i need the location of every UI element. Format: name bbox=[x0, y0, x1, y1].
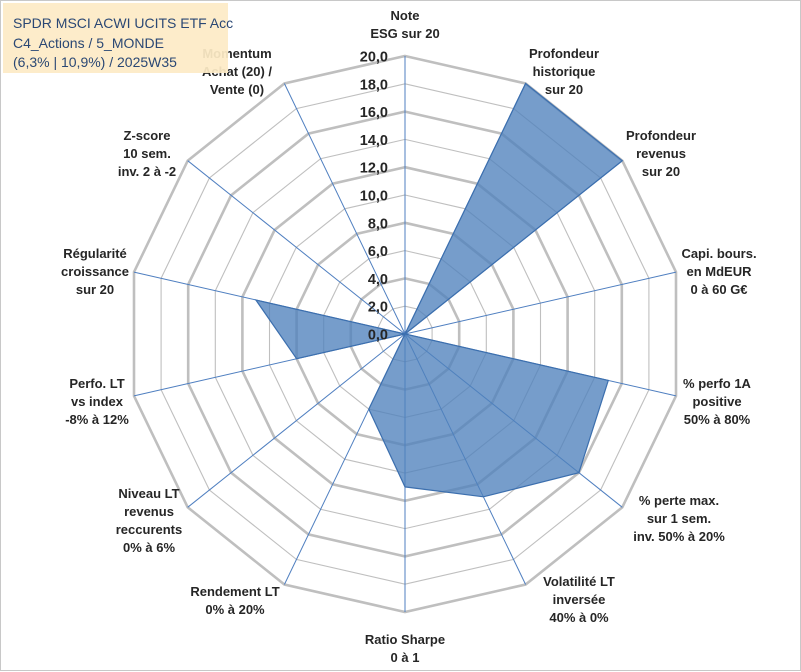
axis-label-line: ESG sur 20 bbox=[370, 26, 439, 41]
axis-label-line: sur 20 bbox=[642, 164, 680, 179]
axis-label-line: historique bbox=[533, 64, 596, 79]
axis-label-line: Niveau LT bbox=[118, 486, 179, 501]
r-tick-label: 20,0 bbox=[360, 50, 388, 66]
axis-label-line: Régularité bbox=[63, 246, 127, 261]
axis-label-line: sur 1 sem. bbox=[647, 511, 711, 526]
r-tick-label: 12,0 bbox=[360, 161, 388, 177]
axis-label-line: Perfo. LT bbox=[69, 376, 124, 391]
axis-label: Perfo. LT vs index -8% à 12% bbox=[65, 376, 129, 427]
axis-label: Niveau LT revenus reccurents 0% à 6% bbox=[116, 486, 182, 555]
title-line-2: C4_Actions / 5_MONDE bbox=[13, 34, 228, 54]
axis-label-line: inv. 2 à -2 bbox=[118, 164, 176, 179]
title-line-1: SPDR MSCI ACWI UCITS ETF Acc bbox=[13, 14, 228, 34]
axis-label: Capi. bours. en MdEUR 0 à 60 G€ bbox=[681, 246, 756, 297]
axis-label-line: positive bbox=[692, 394, 741, 409]
axis-label-line: reccurents bbox=[116, 522, 182, 537]
axis-label-line: 0 à 1 bbox=[391, 650, 420, 665]
axis-label-line: revenus bbox=[636, 146, 686, 161]
axis-label-line: Z-score bbox=[124, 128, 171, 143]
axis-label-line: croissance bbox=[61, 264, 129, 279]
axis-label-line: -8% à 12% bbox=[65, 412, 129, 427]
axis-label-line: revenus bbox=[124, 504, 174, 519]
axis-label: Z-score 10 sem. inv. 2 à -2 bbox=[118, 128, 176, 179]
r-tick-label: 2,0 bbox=[368, 300, 388, 316]
axis-label-line: 10 sem. bbox=[123, 146, 171, 161]
axis-label-line: sur 20 bbox=[76, 282, 114, 297]
axis-label-line: en MdEUR bbox=[687, 264, 753, 279]
axis-label-line: Profondeur bbox=[626, 128, 696, 143]
axis-label: Ratio Sharpe 0 à 1 bbox=[365, 632, 445, 665]
axis-label: % perfo 1A positive 50% à 80% bbox=[683, 376, 752, 427]
axis-label-line: 0% à 6% bbox=[123, 540, 175, 555]
axis-label-line: Vente (0) bbox=[210, 82, 264, 97]
axis-label: Volatilité LT inversée 40% à 0% bbox=[543, 574, 615, 625]
axis-label-line: 0% à 20% bbox=[205, 602, 265, 617]
axis-label: % perte max. sur 1 sem. inv. 50% à 20% bbox=[633, 493, 725, 544]
axis-label-line: Rendement LT bbox=[190, 584, 279, 599]
axis-label-line: sur 20 bbox=[545, 82, 583, 97]
axis-label: Profondeur historique sur 20 bbox=[529, 46, 599, 97]
r-tick-label: 0,0 bbox=[368, 328, 388, 344]
axis-label-line: % perte max. bbox=[639, 493, 719, 508]
r-tick-label: 10,0 bbox=[360, 189, 388, 205]
r-tick-label: 6,0 bbox=[368, 244, 388, 260]
axis-label-line: % perfo 1A bbox=[683, 376, 752, 391]
title-line-3: (6,3% | 10,9%) / 2025W35 bbox=[13, 53, 228, 73]
axis-label-line: Note bbox=[391, 8, 420, 23]
axis-label-line: Ratio Sharpe bbox=[365, 632, 445, 647]
axis-label-line: Profondeur bbox=[529, 46, 599, 61]
axis-label: Profondeur revenus sur 20 bbox=[626, 128, 696, 179]
axis-label: Rendement LT 0% à 20% bbox=[190, 584, 279, 617]
axis-label-line: inversée bbox=[553, 592, 606, 607]
r-tick-label: 8,0 bbox=[368, 216, 388, 232]
axis-label-line: Volatilité LT bbox=[543, 574, 615, 589]
axis-label-line: 40% à 0% bbox=[549, 610, 609, 625]
axis-label: Note ESG sur 20 bbox=[370, 8, 439, 41]
series-area bbox=[256, 84, 622, 497]
axis-label-line: inv. 50% à 20% bbox=[633, 529, 725, 544]
axis-label-line: vs index bbox=[71, 394, 124, 409]
r-tick-label: 14,0 bbox=[360, 133, 388, 149]
chart-title-box: SPDR MSCI ACWI UCITS ETF Acc C4_Actions … bbox=[3, 3, 228, 73]
axis-label: Régularité croissance sur 20 bbox=[61, 246, 129, 297]
axis-label-line: Capi. bours. bbox=[681, 246, 756, 261]
r-tick-label: 18,0 bbox=[360, 77, 388, 93]
r-tick-label: 16,0 bbox=[360, 105, 388, 121]
axis-label-line: 50% à 80% bbox=[684, 412, 751, 427]
r-tick-label: 4,0 bbox=[368, 272, 388, 288]
axis-label-line: 0 à 60 G€ bbox=[690, 282, 747, 297]
radar-series bbox=[256, 83, 622, 496]
